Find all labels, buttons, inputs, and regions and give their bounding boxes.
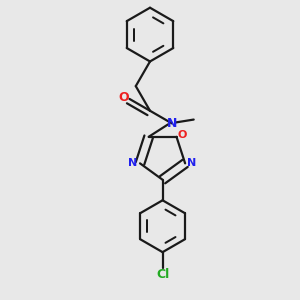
Text: N: N (187, 158, 196, 168)
Text: O: O (178, 130, 187, 140)
Text: N: N (167, 117, 177, 130)
Text: Cl: Cl (156, 268, 169, 281)
Text: O: O (118, 91, 129, 104)
Text: N: N (128, 158, 138, 168)
